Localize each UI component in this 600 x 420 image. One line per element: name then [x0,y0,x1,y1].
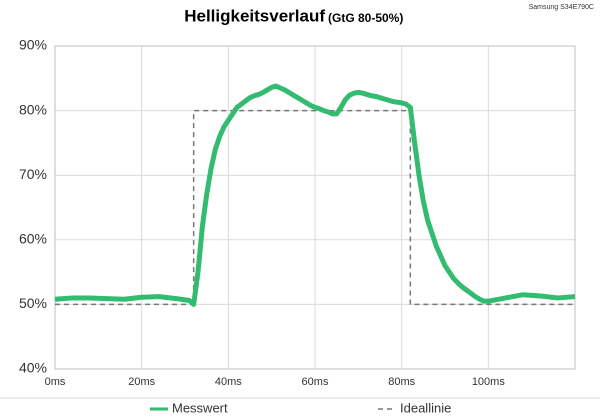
legend-label: Messwert [172,400,228,415]
x-tick-label: 0ms [45,376,66,388]
x-tick-label: 100ms [472,376,506,388]
chart-subtitle: (GtG 80-50%) [328,11,403,25]
x-tick-label: 80ms [388,376,415,388]
y-tick-label: 70% [19,166,47,182]
y-tick-label: 90% [19,37,47,53]
x-tick-label: 40ms [215,376,242,388]
y-tick-label: 50% [19,295,47,311]
y-tick-label: 60% [19,231,47,247]
x-tick-label: 60ms [302,376,329,388]
y-tick-label: 40% [19,360,47,376]
series-line [54,83,576,307]
legend-label: Ideallinie [400,400,451,415]
plot-frame [54,45,576,370]
y-tick-label: 80% [19,101,47,117]
chart-title: Helligkeitsverlauf [184,6,325,25]
annotation: Samsung S34E790C [529,4,594,11]
x-tick-label: 20ms [128,376,155,388]
